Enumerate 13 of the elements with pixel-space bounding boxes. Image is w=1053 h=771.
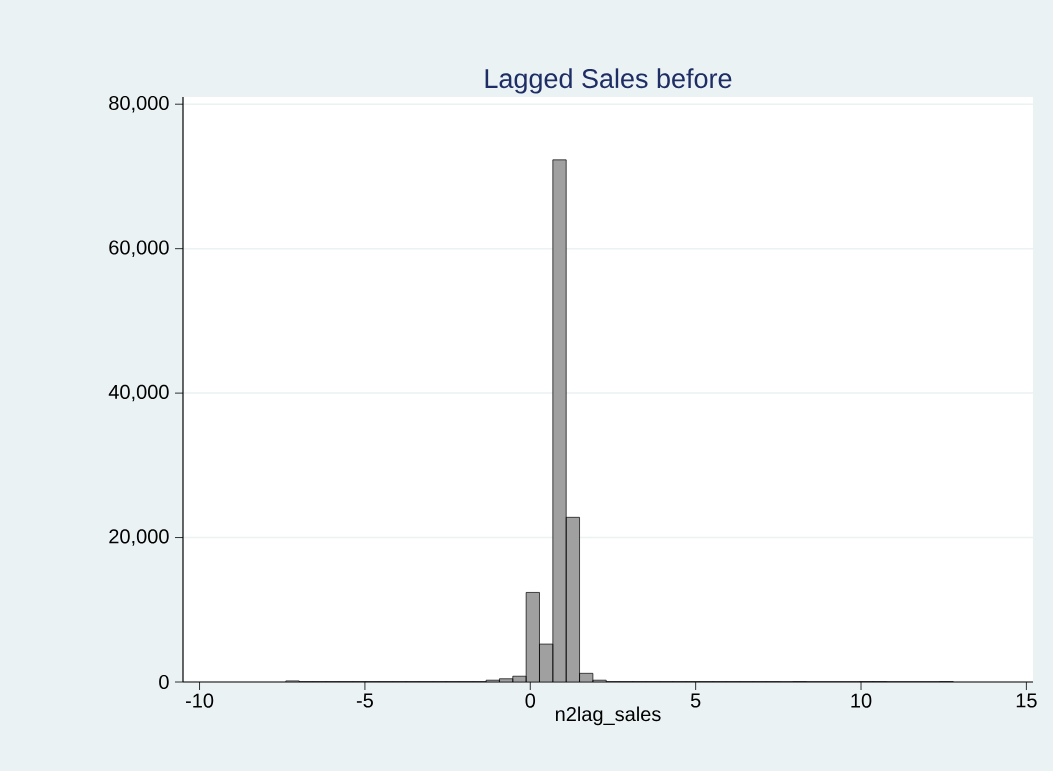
x-tick-label: 10 xyxy=(851,693,872,708)
x-tick-label: 0 xyxy=(525,693,536,708)
x-tick-label: -5 xyxy=(356,693,373,708)
x-tick-label: 5 xyxy=(690,693,701,708)
x-tick-label: -10 xyxy=(185,693,214,708)
y-tick-label: 20,000 xyxy=(109,529,169,546)
chart-title: Lagged Sales before xyxy=(485,68,732,94)
y-tick-label: 60,000 xyxy=(109,240,169,257)
x-axis-title: n2lag_sales xyxy=(555,706,661,726)
y-tick-label: 40,000 xyxy=(108,384,169,402)
x-tick-label: 15 xyxy=(1016,693,1037,708)
y-tick-label: 0 xyxy=(159,674,169,690)
y-tick-label: 80,000 xyxy=(109,95,169,113)
